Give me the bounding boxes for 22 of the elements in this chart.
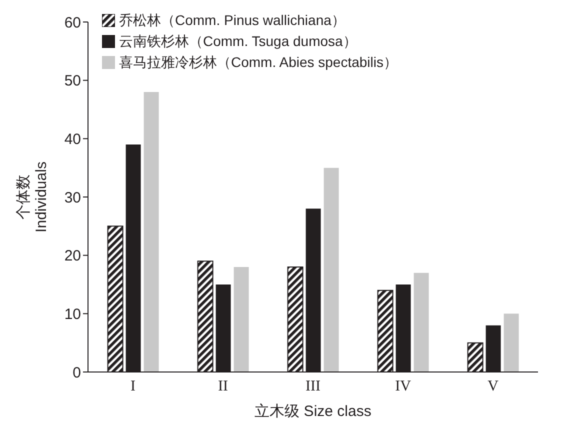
y-tick-label: 60 [64,14,81,32]
x-tick-label: I [130,378,136,395]
y-tick-label: 30 [64,189,81,206]
y-tick-label: 20 [64,248,81,265]
y-tick-label: 0 [72,364,81,382]
bar [324,168,339,372]
bar [144,92,159,372]
legend-label: 乔松林（Comm. Pinus wallichiana） [119,11,346,30]
x-axis-title: 立木级 Size class [254,403,372,420]
y-tick-label: 40 [64,130,81,148]
legend-label: 云南铁杉林（Comm. Tsuga dumosa） [119,32,357,51]
x-tick-label: V [488,378,499,395]
bar [414,272,429,372]
bar [504,314,519,372]
legend-label: 喜马拉雅冷杉林（Comm. Abies spectabilis） [119,53,398,72]
x-tick-label: IV [395,378,412,395]
y-axis-title: 个体数 Individuals [15,162,50,232]
x-tick-label: II [218,378,228,395]
bar [234,267,249,372]
y-tick-label: 50 [64,72,81,90]
x-tick-label: III [306,378,320,395]
y-tick-label: 10 [64,306,81,323]
